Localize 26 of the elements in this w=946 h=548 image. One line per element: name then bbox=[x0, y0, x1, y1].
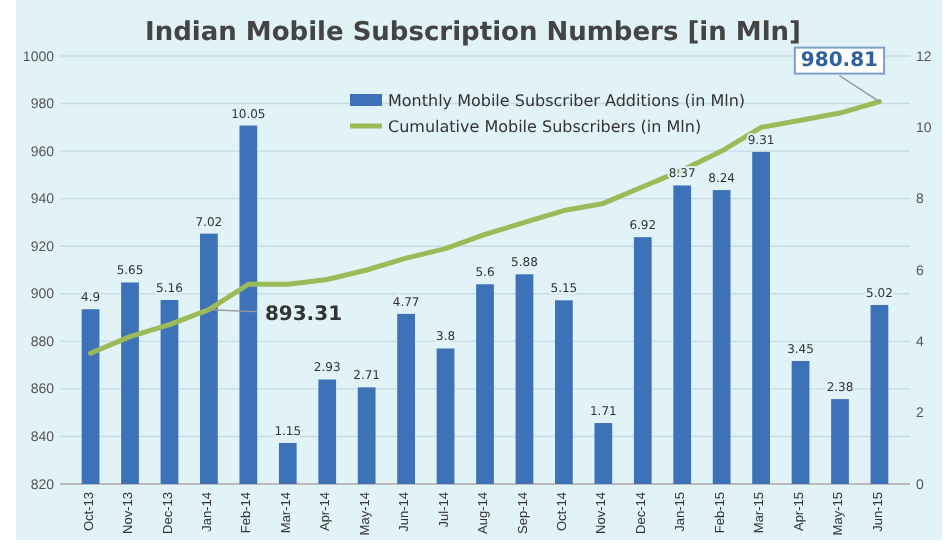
bar bbox=[752, 151, 770, 484]
bar bbox=[594, 423, 613, 484]
bar bbox=[791, 360, 810, 484]
bar bbox=[831, 399, 849, 484]
bar bbox=[870, 304, 889, 484]
bar bbox=[200, 233, 218, 484]
bar bbox=[121, 282, 139, 484]
bar bbox=[318, 379, 337, 484]
bar bbox=[357, 387, 376, 484]
bar bbox=[633, 237, 652, 484]
bar bbox=[673, 185, 692, 484]
legend-label: Cumulative Mobile Subscribers (in Mln) bbox=[388, 118, 702, 136]
bar bbox=[555, 300, 573, 484]
bar bbox=[278, 442, 297, 484]
bar bbox=[239, 125, 258, 484]
legend-label: Monthly Mobile Subscriber Additions (in Mln) bbox=[388, 92, 746, 110]
bar bbox=[160, 299, 179, 484]
bar bbox=[81, 309, 100, 484]
chart-title: Indian Mobile Subscription Numbers [in Mln] bbox=[144, 18, 802, 48]
data-label: 893.31 bbox=[264, 303, 343, 326]
bar bbox=[515, 274, 534, 484]
bar bbox=[476, 284, 494, 484]
data-label: 980.81 bbox=[800, 49, 879, 72]
bar bbox=[436, 348, 455, 484]
bar bbox=[397, 313, 415, 484]
bar bbox=[712, 190, 731, 484]
